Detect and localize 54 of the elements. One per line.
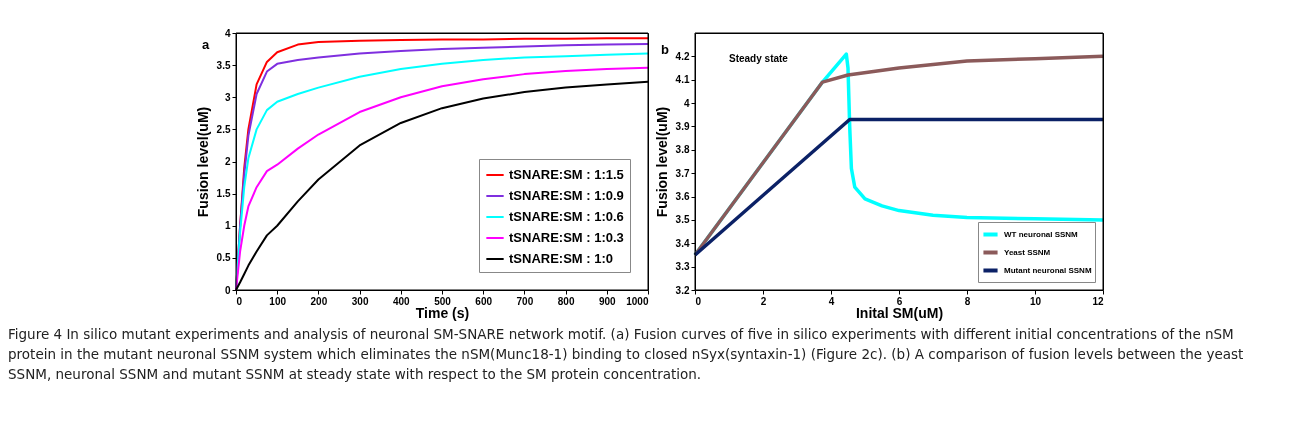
x-tick-label: 100 (269, 295, 287, 307)
y-tick-label: 3.7 (675, 167, 690, 179)
legend-label: Yeast SSNM (1004, 247, 1051, 257)
x-tick-label: 1000 (626, 295, 649, 307)
x-tick-label: 300 (351, 295, 369, 307)
x-tick-label: 500 (434, 295, 452, 307)
y-tick-label: 0.5 (216, 252, 231, 264)
y-tick-label: 4.2 (675, 50, 690, 62)
x-tick-label: 0 (695, 295, 702, 307)
x-tick-label: 400 (392, 295, 411, 307)
y-tick-label: 3.8 (675, 144, 690, 156)
y-tick-label: 2 (224, 156, 231, 167)
y-tick-label: 3.6 (675, 191, 690, 203)
legend-label: tSNARE:SM : 1:0.9 (509, 188, 624, 203)
y-tick-label: 1 (224, 220, 231, 232)
x-tick-label: 600 (475, 295, 493, 307)
y-tick-label: 3.2 (675, 284, 690, 296)
y-tick-label: 4 (224, 27, 231, 39)
legend-label: tSNARE:SM : 1:0.6 (509, 209, 624, 224)
annotation: Steady state (729, 53, 789, 64)
x-tick-label: 800 (557, 295, 575, 307)
y-tick-label: 0 (224, 284, 231, 296)
y-tick-label: 3.3 (675, 261, 690, 273)
y-tick-label: 1.5 (216, 188, 231, 200)
legend-label: tSNARE:SM : 1:0.3 (509, 230, 624, 245)
legend-label: tSNARE:SM : 1:0 (509, 251, 614, 266)
x-tick-label: 8 (964, 295, 971, 307)
x-tick-label: 6 (896, 295, 903, 307)
x-tick-label: 200 (310, 295, 328, 307)
y-tick-label: 2.5 (216, 123, 231, 135)
y-tick-label: 4 (683, 97, 690, 109)
legend-label: WT neuronal SSNM (1004, 229, 1079, 239)
x-tick-label: 12 (1092, 295, 1104, 307)
x-tick-label: 10 (1029, 295, 1042, 307)
y-axis-title: Fusion level(uM) (653, 106, 670, 218)
caption: Figure 4 In silico mutant experiments and analysis of neuronal SM-SNARE network motif. (a) Fusion curves of five in silico experiments with different initial concentrations of the nSM protein in the mutant neuronal SSNM system which eliminates the nSM(Munc18-1) binding to closed nSyx(syntaxin-1) (Figure 2c). (b) A comparison of fusion levels between the yeast SSNM, neuronal SSNM and mutant SSNM at steady state with respect to the SM protein concentration. (8, 325, 1245, 384)
legend-label: Mutant neuronal SSNM (1004, 265, 1092, 275)
x-tick-label: 0 (236, 295, 243, 307)
x-tick-label: 4 (828, 295, 835, 307)
x-tick-label: 700 (516, 295, 534, 307)
legend-label: tSNARE:SM : 1:1.5 (509, 167, 624, 182)
y-tick-label: 4.1 (675, 74, 690, 86)
y-tick-label: 3 (224, 91, 231, 103)
x-axis-title: Inital SM(uM) (855, 304, 944, 321)
y-tick-label: 3.5 (216, 59, 231, 71)
y-tick-label: 3.5 (675, 214, 690, 226)
y-tick-label: 3.9 (675, 120, 690, 132)
chart-title: a (202, 37, 210, 52)
x-tick-label: 900 (598, 295, 617, 307)
y-axis-title: Fusion level(uM) (194, 106, 211, 218)
x-axis-title: Time (s) (415, 304, 470, 321)
y-tick-label: 3.4 (675, 237, 690, 249)
x-tick-label: 2 (760, 295, 767, 307)
text: b (661, 41, 669, 57)
